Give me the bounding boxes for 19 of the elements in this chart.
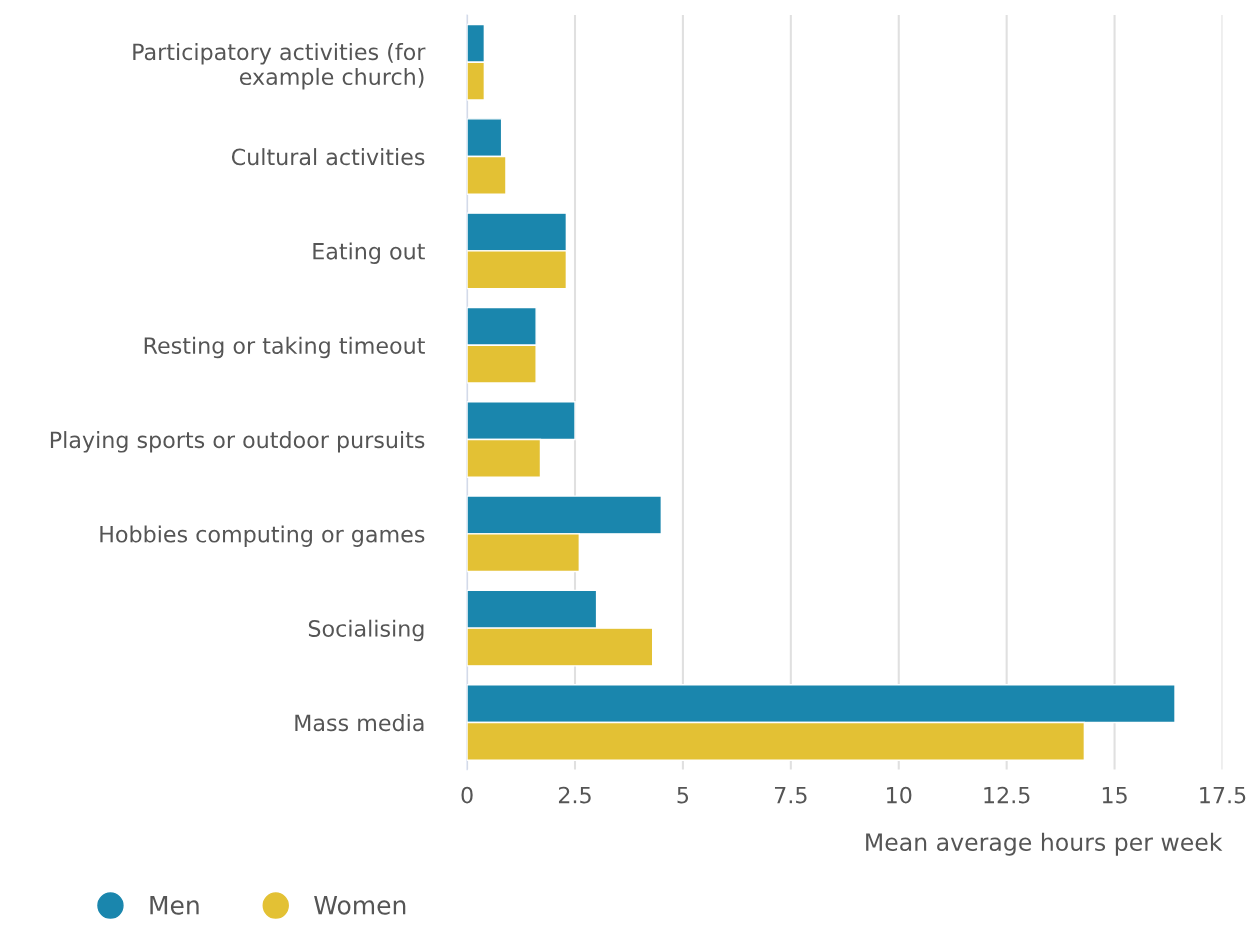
- x-tick-label: 5: [677, 786, 689, 804]
- x-tick-label: 7.5: [774, 786, 807, 804]
- x-axis-title: Mean average hours per week: [866, 832, 1223, 856]
- x-tick-label: 10: [887, 786, 912, 804]
- legend-label: Women: [314, 896, 406, 915]
- y-tick-label: Socialising: [308, 619, 424, 642]
- y-tick-label: Cultural activities: [231, 148, 425, 166]
- x-tick-label: 17.5: [1200, 786, 1246, 804]
- legend-label: Men: [150, 896, 199, 915]
- y-tick-label: Resting or taking timeout: [144, 336, 425, 359]
- x-tick-label: 2.5: [558, 786, 591, 804]
- x-tick-label: 0: [461, 786, 473, 804]
- y-tick-label: Hobbies computing or games: [100, 525, 425, 547]
- y-tick-label: Participatory activities (for example church): [133, 43, 426, 90]
- y-tick-label: Playing sports or outdoor pursuits: [50, 431, 425, 453]
- x-tick-label: 12.5: [984, 786, 1030, 804]
- y-tick-label: Eating out: [313, 242, 425, 264]
- y-tick-label: Mass media: [295, 714, 424, 732]
- x-tick-label: 15: [1102, 786, 1127, 804]
